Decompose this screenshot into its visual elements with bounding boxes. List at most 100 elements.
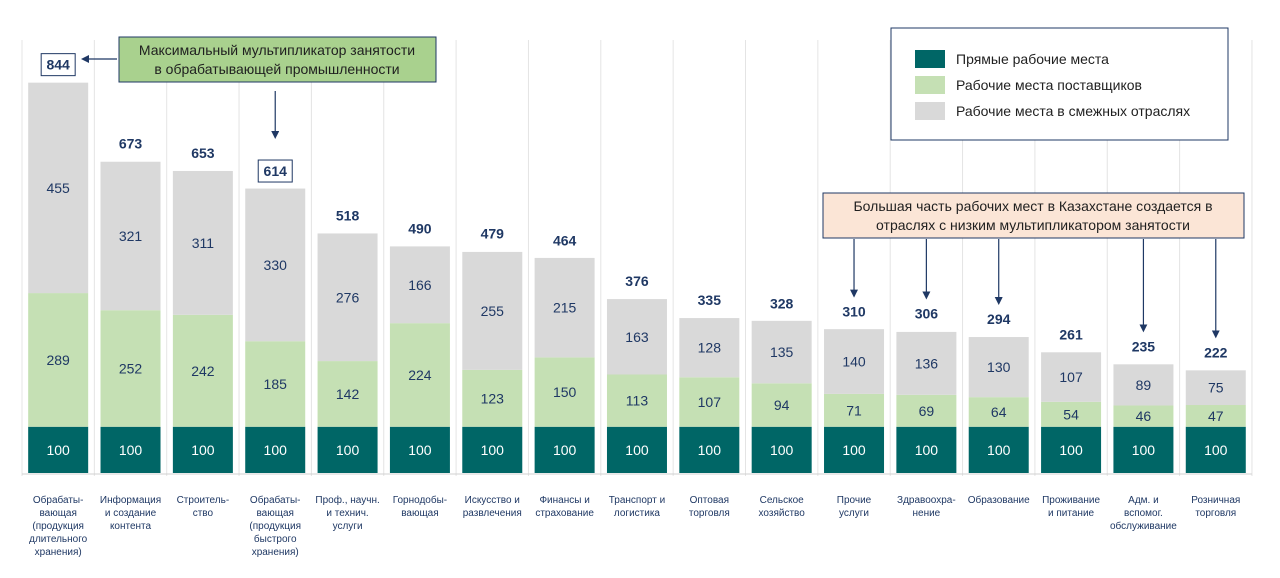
bar-segment xyxy=(1185,426,1246,473)
total-value-label: 376 xyxy=(625,273,649,289)
segment-value-label: 142 xyxy=(336,386,360,402)
total-value-label: 294 xyxy=(987,311,1011,327)
segment-value-label: 100 xyxy=(1204,442,1228,458)
category-label: Информация и создание контента xyxy=(100,494,161,532)
bar-segment xyxy=(462,251,523,370)
bar-segment xyxy=(245,188,306,342)
category-label: Здравоохра-нение xyxy=(897,495,956,519)
bar-segment xyxy=(679,377,740,427)
category-label: Оптовая торговля xyxy=(689,495,730,519)
annotation-text: в обрабатывающей промышленности xyxy=(154,61,399,77)
segment-value-label: 100 xyxy=(264,442,288,458)
segment-value-label: 75 xyxy=(1208,380,1224,396)
legend: Прямые рабочие места Рабочие места постав… xyxy=(890,27,1229,141)
bar-segment xyxy=(100,426,161,473)
legend-entry-label: Прямые рабочие места xyxy=(956,51,1109,67)
segment-value-label: 224 xyxy=(408,367,432,383)
total-value-label: 614 xyxy=(264,163,288,179)
segment-value-label: 130 xyxy=(987,359,1011,375)
total-labels: 844 673 653 614 518 490 479 464 376 335 328 310 306 2… xyxy=(40,53,1228,360)
total-value-label: 518 xyxy=(336,207,360,223)
category-label: Обрабаты-вающая (продукция длительного хран… xyxy=(29,494,88,558)
category-label: Розничная торговля xyxy=(1191,495,1240,519)
annotation-text: Максимальный мультипликатор занятости xyxy=(139,42,415,58)
segment-value-label: 135 xyxy=(770,344,794,360)
segment-value-label: 321 xyxy=(119,228,143,244)
bar-segment xyxy=(462,369,523,427)
segment-value-label: 455 xyxy=(46,180,70,196)
bar-segment xyxy=(824,393,885,427)
total-box xyxy=(40,53,76,77)
bar-segment xyxy=(968,337,1029,398)
total-value-label: 479 xyxy=(481,225,505,241)
segment-value-label: 215 xyxy=(553,300,577,316)
bar-segment xyxy=(896,331,957,395)
segment-value-label: 166 xyxy=(408,277,432,293)
bar-segment xyxy=(896,394,957,427)
total-value-label: 222 xyxy=(1204,344,1228,360)
total-value-label: 328 xyxy=(770,295,794,311)
segment-value-label: 163 xyxy=(625,329,649,345)
bar-segment xyxy=(606,374,667,427)
category-label: Проф., научн. и технич. услуги xyxy=(315,494,379,532)
total-value-label: 490 xyxy=(408,220,432,236)
bar-segment xyxy=(28,82,89,294)
category-label: Прочие услуги xyxy=(837,495,872,519)
bar-segment xyxy=(968,426,1029,473)
legend-entry-label: Рабочие места поставщиков xyxy=(956,77,1142,93)
total-value-label: 306 xyxy=(915,305,939,321)
total-value-label: 673 xyxy=(119,136,143,152)
bar-segment xyxy=(245,426,306,473)
legend-swatch xyxy=(915,76,945,94)
annotation-box xyxy=(822,192,1245,239)
category-label: Искусство и развлечения xyxy=(463,495,522,519)
bar-segment xyxy=(534,257,595,358)
segment-value-label: 100 xyxy=(698,442,722,458)
segment-value-label: 107 xyxy=(1059,369,1083,385)
bar-segment xyxy=(751,383,812,427)
bar-segment xyxy=(317,426,378,473)
total-value-label: 335 xyxy=(698,292,722,308)
bar-segment xyxy=(245,341,306,427)
bar-segment xyxy=(824,329,885,394)
category-label: Проживание и питание xyxy=(1042,495,1100,519)
total-box xyxy=(257,159,293,183)
segment-labels: 100 289 455 100 252 321 100 242 311 100 185 330 100 1… xyxy=(46,180,1227,458)
bar-segment xyxy=(606,299,667,375)
total-value-label: 653 xyxy=(191,145,215,161)
segment-value-label: 128 xyxy=(698,340,722,356)
segment-value-label: 71 xyxy=(846,402,862,418)
segment-value-label: 123 xyxy=(481,390,505,406)
segment-value-label: 100 xyxy=(191,442,215,458)
segment-value-label: 107 xyxy=(698,394,722,410)
segment-value-label: 100 xyxy=(119,442,143,458)
segment-value-label: 94 xyxy=(774,397,790,413)
legend-entry-label: Рабочие места в смежных отраслях xyxy=(956,103,1190,119)
segment-value-label: 255 xyxy=(481,303,505,319)
bar-segment xyxy=(28,293,89,427)
bar-segment xyxy=(1113,405,1174,427)
segment-value-label: 100 xyxy=(625,442,649,458)
bar-segment xyxy=(100,161,161,311)
bar-segment xyxy=(462,426,523,473)
segment-value-label: 100 xyxy=(770,442,794,458)
legend-box xyxy=(890,27,1229,141)
legend-swatch xyxy=(915,102,945,120)
bar-segment xyxy=(317,361,378,427)
bar-segment xyxy=(1185,370,1246,406)
bar-segment xyxy=(679,318,740,378)
segment-value-label: 47 xyxy=(1208,408,1224,424)
total-value-label: 261 xyxy=(1059,326,1083,342)
segment-value-label: 100 xyxy=(915,442,939,458)
segment-value-label: 242 xyxy=(191,363,215,379)
category-label: Обрабаты-вающая (продукция быстрого хранени… xyxy=(249,494,301,558)
total-value-label: 310 xyxy=(842,304,866,320)
bar-segment xyxy=(28,426,89,473)
segment-value-label: 54 xyxy=(1063,406,1079,422)
bar-segment xyxy=(606,426,667,473)
total-value-label: 464 xyxy=(553,232,577,248)
segment-value-label: 100 xyxy=(987,442,1011,458)
segment-value-label: 150 xyxy=(553,384,577,400)
bar-segment xyxy=(1113,426,1174,473)
